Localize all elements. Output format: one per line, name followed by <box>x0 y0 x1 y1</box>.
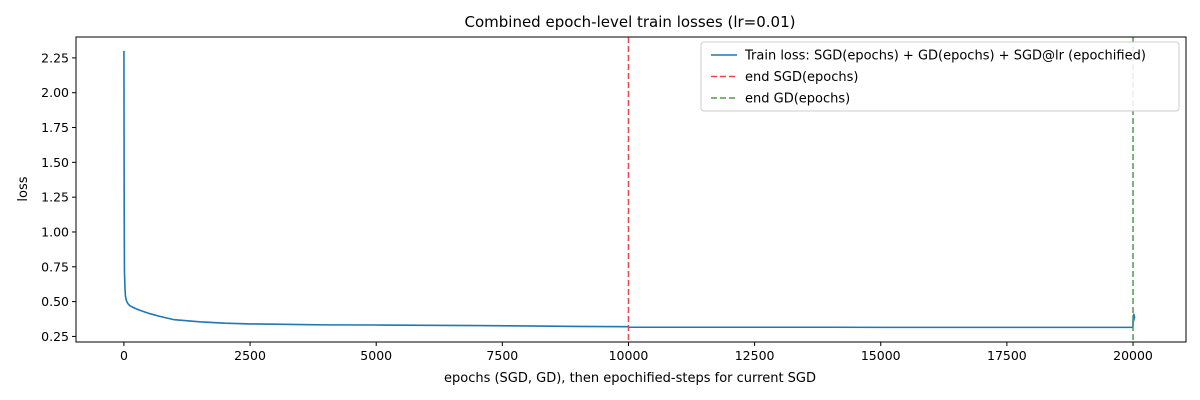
x-tick-label: 5000 <box>360 348 392 363</box>
x-tick-label: 10000 <box>609 348 649 363</box>
legend-label: Train loss: SGD(epochs) + GD(epochs) + S… <box>744 49 1146 64</box>
y-tick-label: 1.50 <box>41 155 69 170</box>
y-tick-label: 1.25 <box>41 190 69 205</box>
x-tick-label: 0 <box>120 348 128 363</box>
y-tick-label: 2.00 <box>41 85 69 100</box>
x-axis-label: epochs (SGD, GD), then epochified-steps … <box>444 371 816 386</box>
x-tick-label: 20000 <box>1113 348 1153 363</box>
axes: 0 2500 5000 7500 10000 12500 15000 17500 20000 0.… <box>41 36 1187 363</box>
y-tick-label: 0.25 <box>41 329 69 344</box>
y-tick-label: 2.25 <box>41 50 69 65</box>
x-tick-label: 12500 <box>735 348 775 363</box>
legend-label: end SGD(epochs) <box>745 70 858 85</box>
y-tick-label: 0.75 <box>41 259 69 274</box>
y-tick-label: 1.00 <box>41 224 69 239</box>
x-tick-label: 17500 <box>987 348 1027 363</box>
legend: Train loss: SGD(epochs) + GD(epochs) + S… <box>700 41 1180 112</box>
chart-title: Combined epoch-level train losses (lr=0.… <box>465 13 796 31</box>
legend-box <box>700 41 1180 112</box>
y-axis-label: loss <box>16 176 31 201</box>
x-tick-label: 15000 <box>861 348 901 363</box>
legend-label: end GD(epochs) <box>745 92 850 107</box>
plot-frame <box>75 36 1187 343</box>
x-tick-label: 7500 <box>486 348 518 363</box>
y-tick-label: 0.50 <box>41 294 69 309</box>
y-tick-label: 1.75 <box>41 120 69 135</box>
x-tick-label: 2500 <box>234 348 266 363</box>
